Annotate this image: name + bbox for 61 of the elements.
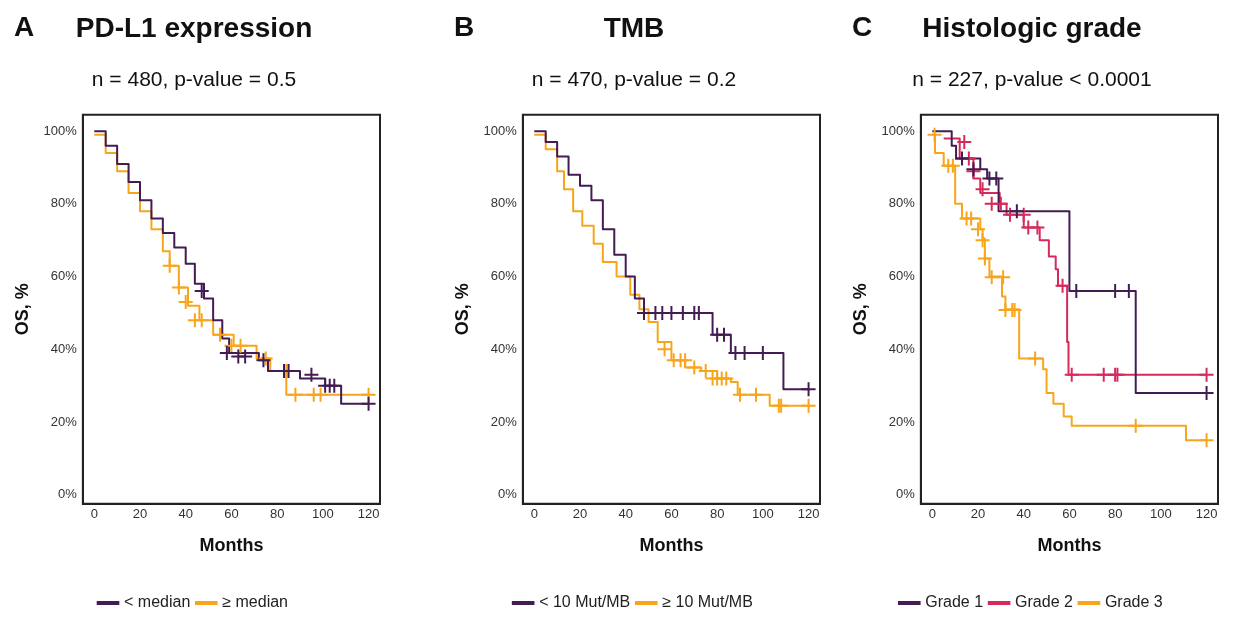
x-tick-label: 120 xyxy=(357,506,380,522)
y-tick-label: 80% xyxy=(490,195,518,211)
x-tick-label: 0 xyxy=(928,506,936,522)
y-tick-label: 20% xyxy=(888,413,916,429)
y-axis-title: OS, % xyxy=(11,283,32,336)
x-tick-label: 20 xyxy=(970,506,986,522)
y-tick-label: 0% xyxy=(498,486,518,502)
chart-subtitle: n = 480, p-value = 0.5 xyxy=(91,67,297,90)
x-tick-label: 40 xyxy=(1016,506,1031,522)
y-axis-title: OS, % xyxy=(451,283,472,336)
text: C xyxy=(852,10,873,42)
text: B xyxy=(454,10,475,42)
x-tick-label: 0 xyxy=(530,506,538,522)
y-tick-label: 40% xyxy=(490,340,518,356)
y-tick-label: 80% xyxy=(50,195,78,211)
y-tick-label: 100% xyxy=(483,122,518,138)
x-tick-label: 80 xyxy=(269,506,285,522)
legend-label: < 10 Mut/MB xyxy=(539,593,631,611)
x-tick-label: 60 xyxy=(664,506,679,522)
x-tick-label: 20 xyxy=(132,506,148,522)
y-tick-label: 20% xyxy=(490,413,518,429)
x-tick-label: 20 xyxy=(572,506,588,522)
x-tick-label: 0 xyxy=(90,506,98,522)
legend-label: ≥ 10 Mut/MB xyxy=(662,593,753,611)
x-tick-label: 60 xyxy=(224,506,239,522)
x-tick-label: 80 xyxy=(1107,506,1123,522)
y-axis-title: OS, % xyxy=(849,283,870,336)
text: A xyxy=(14,10,35,42)
x-tick-label: 100 xyxy=(1150,506,1172,522)
x-tick-label: 60 xyxy=(1062,506,1077,522)
x-axis-title: Months xyxy=(1037,535,1102,556)
y-tick-label: 0% xyxy=(896,486,916,502)
legend-label: ≥ median xyxy=(222,593,288,611)
x-tick-label: 100 xyxy=(312,506,334,522)
x-tick-label: 40 xyxy=(618,506,633,522)
x-tick-label: 40 xyxy=(178,506,193,522)
chart-subtitle: n = 227, p-value < 0.0001 xyxy=(912,67,1152,90)
y-tick-label: 40% xyxy=(50,340,78,356)
x-tick-label: 120 xyxy=(797,506,820,522)
chart-title: TMB xyxy=(603,11,665,43)
chart-title: PD-L1 expression xyxy=(75,11,313,43)
y-tick-label: 0% xyxy=(58,486,78,502)
y-tick-label: 60% xyxy=(490,268,518,284)
chart-title: Histologic grade xyxy=(922,11,1142,43)
y-tick-label: 60% xyxy=(50,268,78,284)
y-tick-label: 100% xyxy=(43,122,78,138)
legend-label: Grade 3 xyxy=(1104,593,1163,611)
y-tick-label: 20% xyxy=(50,413,78,429)
x-axis-title: Months xyxy=(199,535,264,556)
y-tick-label: 40% xyxy=(888,340,916,356)
y-tick-label: 100% xyxy=(881,122,916,138)
x-tick-label: 100 xyxy=(752,506,774,522)
chart-subtitle: n = 470, p-value = 0.2 xyxy=(531,67,737,90)
legend-label: Grade 1 xyxy=(925,593,984,611)
x-axis-title: Months xyxy=(639,535,704,556)
legend-label: < median xyxy=(124,593,191,611)
y-tick-label: 80% xyxy=(888,195,916,211)
x-tick-label: 120 xyxy=(1195,506,1218,522)
legend-label: Grade 2 xyxy=(1015,593,1074,611)
y-tick-label: 60% xyxy=(888,268,916,284)
x-tick-label: 80 xyxy=(709,506,725,522)
